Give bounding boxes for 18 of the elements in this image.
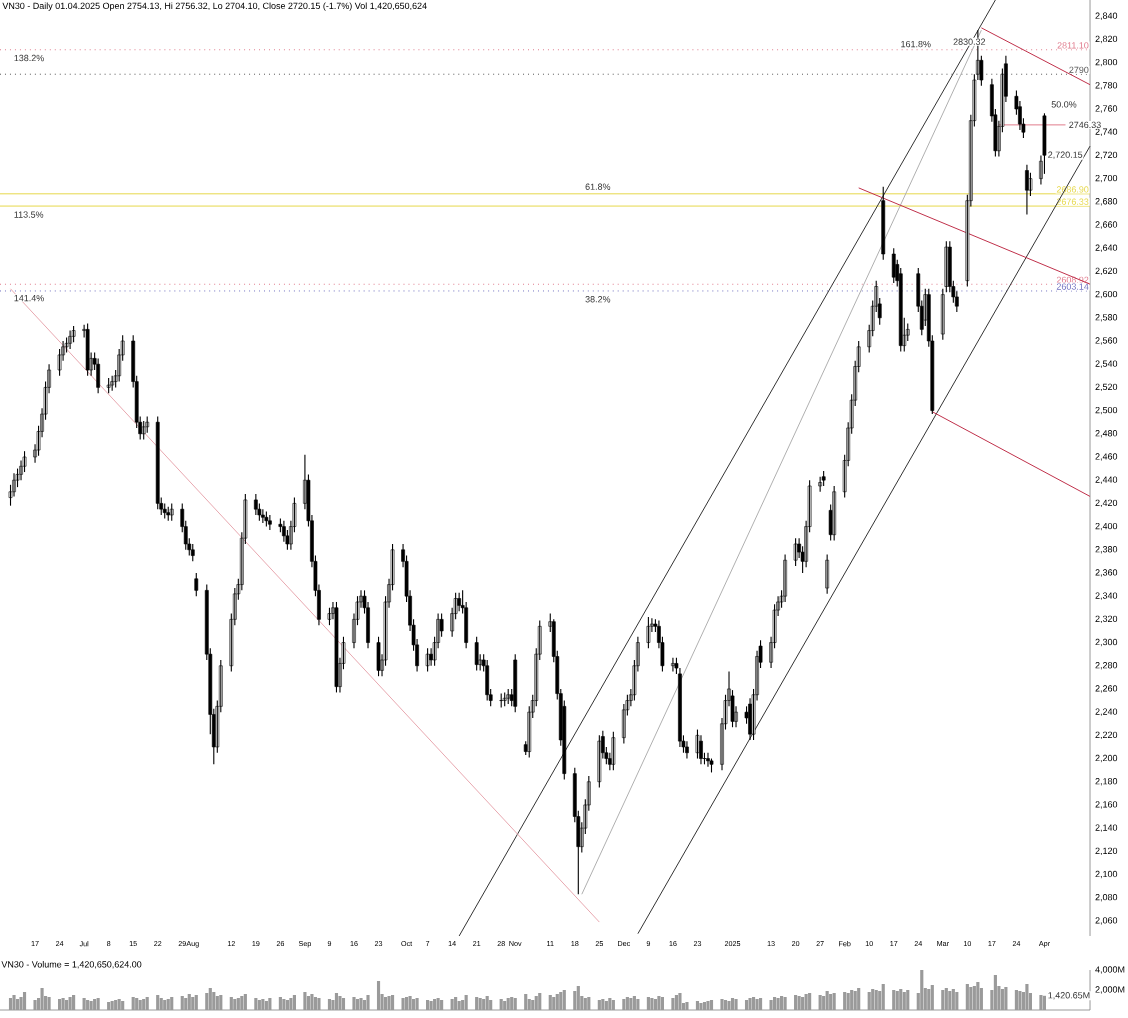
- candlestick: [57, 348, 62, 377]
- candlestick: [15, 468, 20, 488]
- candlestick: [611, 731, 616, 771]
- candlestick: [257, 502, 262, 522]
- candlestick: [141, 420, 146, 441]
- candlestick: [194, 572, 199, 597]
- candlestick: [597, 734, 602, 789]
- candlestick: [502, 691, 507, 707]
- candlestick: [425, 647, 430, 673]
- candlestick: [166, 506, 171, 522]
- candlestick: [85, 323, 90, 377]
- candlestick: [22, 450, 27, 473]
- candlestick: [646, 616, 651, 649]
- candlestick: [264, 510, 269, 528]
- candlestick: [155, 415, 160, 510]
- candlestick: [285, 529, 290, 551]
- candlestick: [334, 601, 339, 693]
- candlestick: [793, 537, 798, 567]
